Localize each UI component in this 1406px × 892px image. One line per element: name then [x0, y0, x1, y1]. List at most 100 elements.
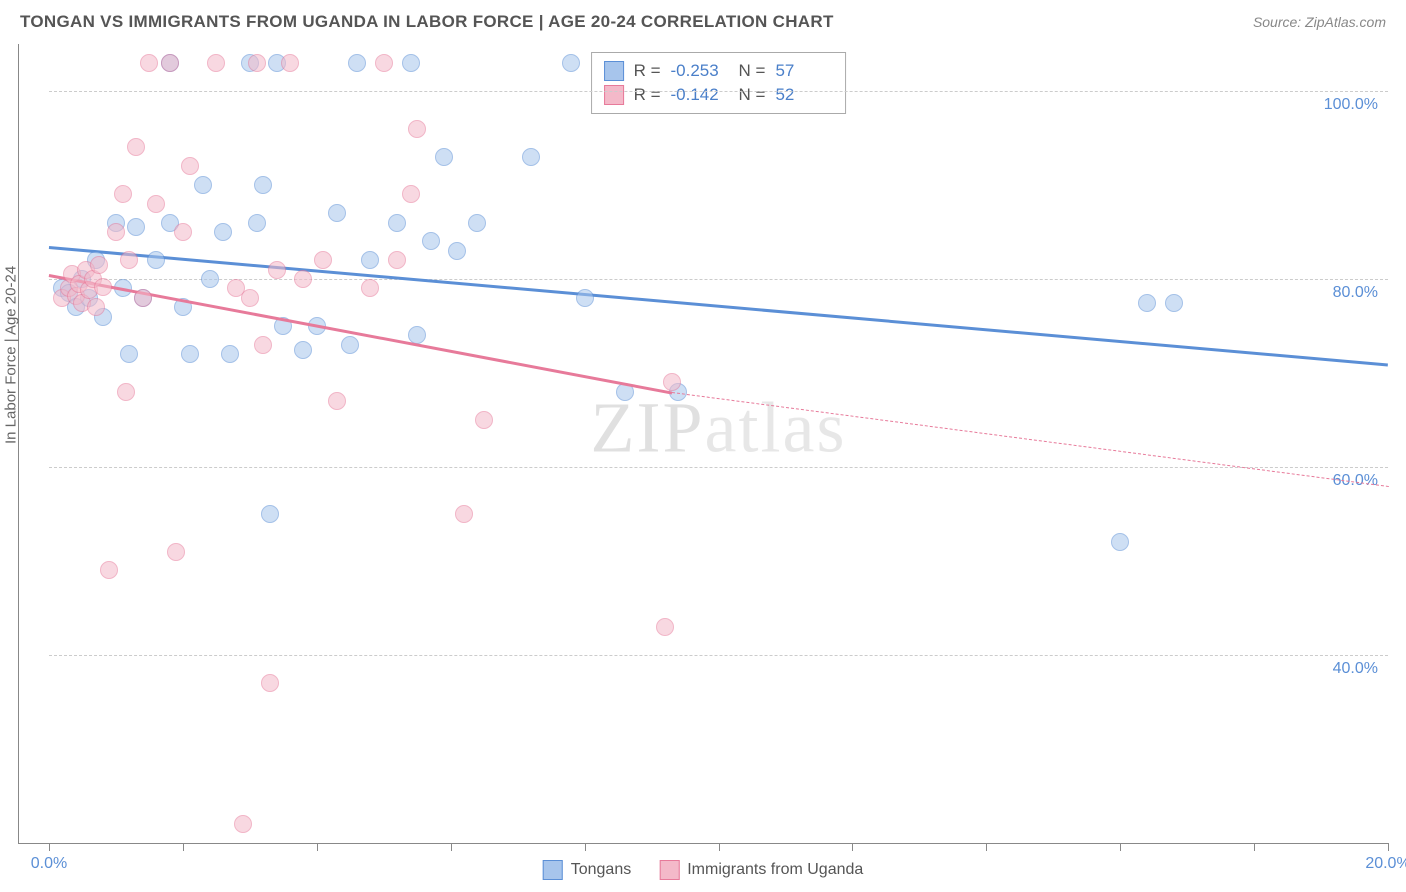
- data-point: [448, 242, 466, 260]
- data-point: [455, 505, 473, 523]
- x-tick: [183, 843, 184, 851]
- chart-title: TONGAN VS IMMIGRANTS FROM UGANDA IN LABO…: [20, 12, 834, 32]
- data-point: [90, 256, 108, 274]
- x-tick: [852, 843, 853, 851]
- data-point: [107, 223, 125, 241]
- data-point: [234, 815, 252, 833]
- legend-label-uganda: Immigrants from Uganda: [687, 861, 863, 879]
- data-point: [435, 148, 453, 166]
- data-point: [221, 345, 239, 363]
- data-point: [422, 232, 440, 250]
- data-point: [562, 54, 580, 72]
- data-point: [341, 336, 359, 354]
- r-label: R =: [634, 85, 661, 105]
- n-label: N =: [739, 61, 766, 81]
- n-value: 57: [775, 61, 833, 81]
- data-point: [268, 261, 286, 279]
- data-point: [576, 289, 594, 307]
- data-point: [328, 392, 346, 410]
- data-point: [161, 54, 179, 72]
- n-value: 52: [775, 85, 833, 105]
- legend-swatch-pink: [659, 860, 679, 880]
- data-point: [281, 54, 299, 72]
- gridline: [49, 279, 1388, 280]
- r-value: -0.142: [671, 85, 729, 105]
- gridline: [49, 467, 1388, 468]
- data-point: [194, 176, 212, 194]
- stats-row: R = -0.142 N = 52: [604, 83, 834, 107]
- data-point: [361, 279, 379, 297]
- data-point: [402, 185, 420, 203]
- data-point: [248, 214, 266, 232]
- data-point: [388, 214, 406, 232]
- x-tick-label: 0.0%: [31, 855, 67, 873]
- data-point: [656, 618, 674, 636]
- source-attribution: Source: ZipAtlas.com: [1253, 14, 1386, 30]
- data-point: [147, 251, 165, 269]
- legend-item-tongans: Tongans: [543, 860, 632, 880]
- data-point: [94, 278, 112, 296]
- data-point: [294, 341, 312, 359]
- data-point: [1165, 294, 1183, 312]
- data-point: [475, 411, 493, 429]
- data-point: [127, 218, 145, 236]
- x-tick: [1254, 843, 1255, 851]
- data-point: [134, 289, 152, 307]
- n-label: N =: [739, 85, 766, 105]
- data-point: [375, 54, 393, 72]
- data-point: [207, 54, 225, 72]
- legend-label-tongans: Tongans: [571, 861, 632, 879]
- data-point: [174, 223, 192, 241]
- data-point: [100, 561, 118, 579]
- data-point: [1138, 294, 1156, 312]
- data-point: [254, 336, 272, 354]
- data-point: [120, 345, 138, 363]
- x-tick: [585, 843, 586, 851]
- data-point: [117, 383, 135, 401]
- data-point: [388, 251, 406, 269]
- data-point: [147, 195, 165, 213]
- x-tick: [1120, 843, 1121, 851]
- gridline: [49, 91, 1388, 92]
- stats-swatch: [604, 61, 624, 81]
- data-point: [261, 674, 279, 692]
- data-point: [408, 120, 426, 138]
- data-point: [261, 505, 279, 523]
- data-point: [248, 54, 266, 72]
- legend-swatch-blue: [543, 860, 563, 880]
- x-tick: [49, 843, 50, 851]
- data-point: [181, 157, 199, 175]
- x-tick: [719, 843, 720, 851]
- plot-area: ZIPatlas R =-0.253N =57R =-0.142N =52 40…: [49, 44, 1388, 843]
- x-tick: [986, 843, 987, 851]
- data-point: [114, 185, 132, 203]
- data-point: [314, 251, 332, 269]
- legend-item-uganda: Immigrants from Uganda: [659, 860, 863, 880]
- x-tick: [317, 843, 318, 851]
- data-point: [402, 54, 420, 72]
- data-point: [1111, 533, 1129, 551]
- y-tick-label: 40.0%: [1333, 660, 1378, 678]
- data-point: [214, 223, 232, 241]
- data-point: [167, 543, 185, 561]
- data-point: [87, 298, 105, 316]
- data-point: [468, 214, 486, 232]
- data-point: [241, 289, 259, 307]
- bottom-legend: Tongans Immigrants from Uganda: [543, 860, 864, 880]
- data-point: [181, 345, 199, 363]
- y-tick-label: 80.0%: [1333, 284, 1378, 302]
- data-point: [294, 270, 312, 288]
- regression-extrapolation: [672, 392, 1388, 487]
- x-tick: [1388, 843, 1389, 851]
- y-axis-label: In Labor Force | Age 20-24: [3, 265, 20, 443]
- data-point: [201, 270, 219, 288]
- stats-box: R =-0.253N =57R =-0.142N =52: [591, 52, 847, 114]
- stats-row: R =-0.253N =57: [604, 59, 834, 83]
- r-label: R =: [634, 61, 661, 81]
- x-tick: [451, 843, 452, 851]
- chart-container: In Labor Force | Age 20-24 ZIPatlas R =-…: [18, 44, 1388, 844]
- data-point: [361, 251, 379, 269]
- data-point: [663, 373, 681, 391]
- data-point: [328, 204, 346, 222]
- data-point: [127, 138, 145, 156]
